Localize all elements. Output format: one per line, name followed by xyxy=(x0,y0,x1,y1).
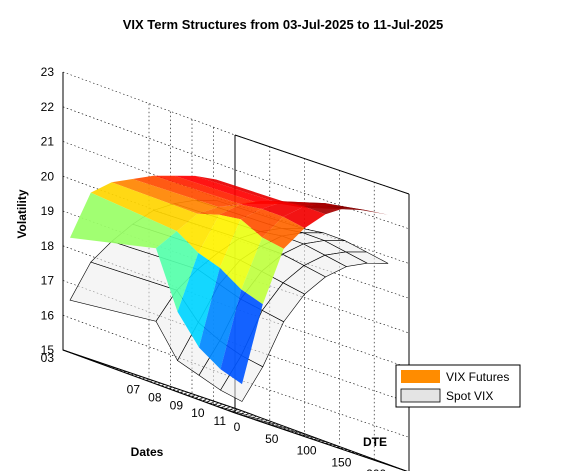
z-tick-label: 20 xyxy=(41,169,55,183)
futures-patch-1-3 xyxy=(218,201,261,207)
futures-patch-2-5 xyxy=(281,201,325,206)
futures-patch-4-3 xyxy=(283,206,326,229)
grid-line xyxy=(62,106,410,230)
futures-patch-0-4 xyxy=(153,175,261,204)
legend-swatch-spot xyxy=(400,388,441,403)
futures-patch-4-2 xyxy=(262,216,305,249)
x-tick-label: 200 xyxy=(366,467,386,471)
y-tick-label: 10 xyxy=(191,406,205,420)
futures-patch-0-1 xyxy=(90,182,198,232)
legend-swatch-futures xyxy=(401,370,440,383)
y-tick-label: 11 xyxy=(214,414,227,428)
futures-patch-3-1 xyxy=(219,219,263,290)
futures-patch-3-3 xyxy=(261,202,304,217)
futures-patch-2-3 xyxy=(240,201,283,209)
futures-patch-4-6 xyxy=(345,206,389,215)
y-tick-label: 09 xyxy=(170,398,184,412)
y-tick-label: 07 xyxy=(127,383,141,397)
legend-label-spot: Spot VIX xyxy=(446,389,493,403)
futures-patch-0-5 xyxy=(174,175,282,204)
grid-line xyxy=(202,182,375,461)
z-tick-label: 18 xyxy=(41,239,55,253)
z-tick-label: 15 xyxy=(41,343,55,357)
futures-patch-3-6 xyxy=(324,205,367,211)
z-tick-label: 17 xyxy=(41,274,55,288)
x-tick-label: 0 xyxy=(234,420,241,434)
z-tick-label: 22 xyxy=(41,100,55,114)
legend-label-futures: VIX Futures xyxy=(446,370,509,384)
grid-line xyxy=(62,315,410,438)
x-tick-label: 100 xyxy=(297,444,317,458)
y-tick-label: 03 xyxy=(41,351,55,365)
axis-edge xyxy=(62,349,238,410)
axis-edge xyxy=(234,134,410,195)
futures-patch-0-6 xyxy=(195,175,303,208)
ticks: 1516171819202122230501001502002500307080… xyxy=(41,65,387,471)
axis-edge xyxy=(62,72,408,471)
y-tick-label: 08 xyxy=(148,390,162,404)
futures-patch-4-0 xyxy=(220,289,263,385)
grid-line xyxy=(62,71,410,195)
futures-patch-3-2 xyxy=(240,208,284,238)
grid-line xyxy=(62,141,410,264)
futures-patch-1-0 xyxy=(156,231,199,312)
z-tick-label: 19 xyxy=(41,204,55,218)
z-tick-label: 21 xyxy=(41,135,55,149)
futures-patch-3-0 xyxy=(199,267,242,370)
futures-patch-0-3 xyxy=(132,175,240,207)
legend: VIX Futures Spot VIX xyxy=(395,364,521,408)
futures-patch-2-1 xyxy=(198,214,241,268)
z-axis-label: Volatility xyxy=(15,189,29,238)
surfaces xyxy=(69,175,389,402)
futures-patch-4-1 xyxy=(241,237,284,305)
x-axis-label: DTE xyxy=(363,435,387,449)
futures-patch-4-4 xyxy=(304,203,347,215)
y-axis-label: Dates xyxy=(131,445,164,459)
x-tick-label: 150 xyxy=(331,455,351,469)
futures-patch-1-1 xyxy=(176,213,220,253)
futures-patch-2-2 xyxy=(219,204,262,220)
futures-patch-0-0 xyxy=(70,192,177,249)
z-tick-label: 16 xyxy=(41,308,55,322)
futures-patch-2-0 xyxy=(177,252,220,348)
axis-edge xyxy=(236,194,410,471)
futures-patch-0-2 xyxy=(111,179,219,214)
futures-patch-1-2 xyxy=(197,204,241,215)
z-tick-label: 23 xyxy=(41,65,55,79)
chart-title: VIX Term Structures from 03-Jul-2025 to … xyxy=(123,17,444,32)
x-tick-label: 50 xyxy=(265,432,279,446)
